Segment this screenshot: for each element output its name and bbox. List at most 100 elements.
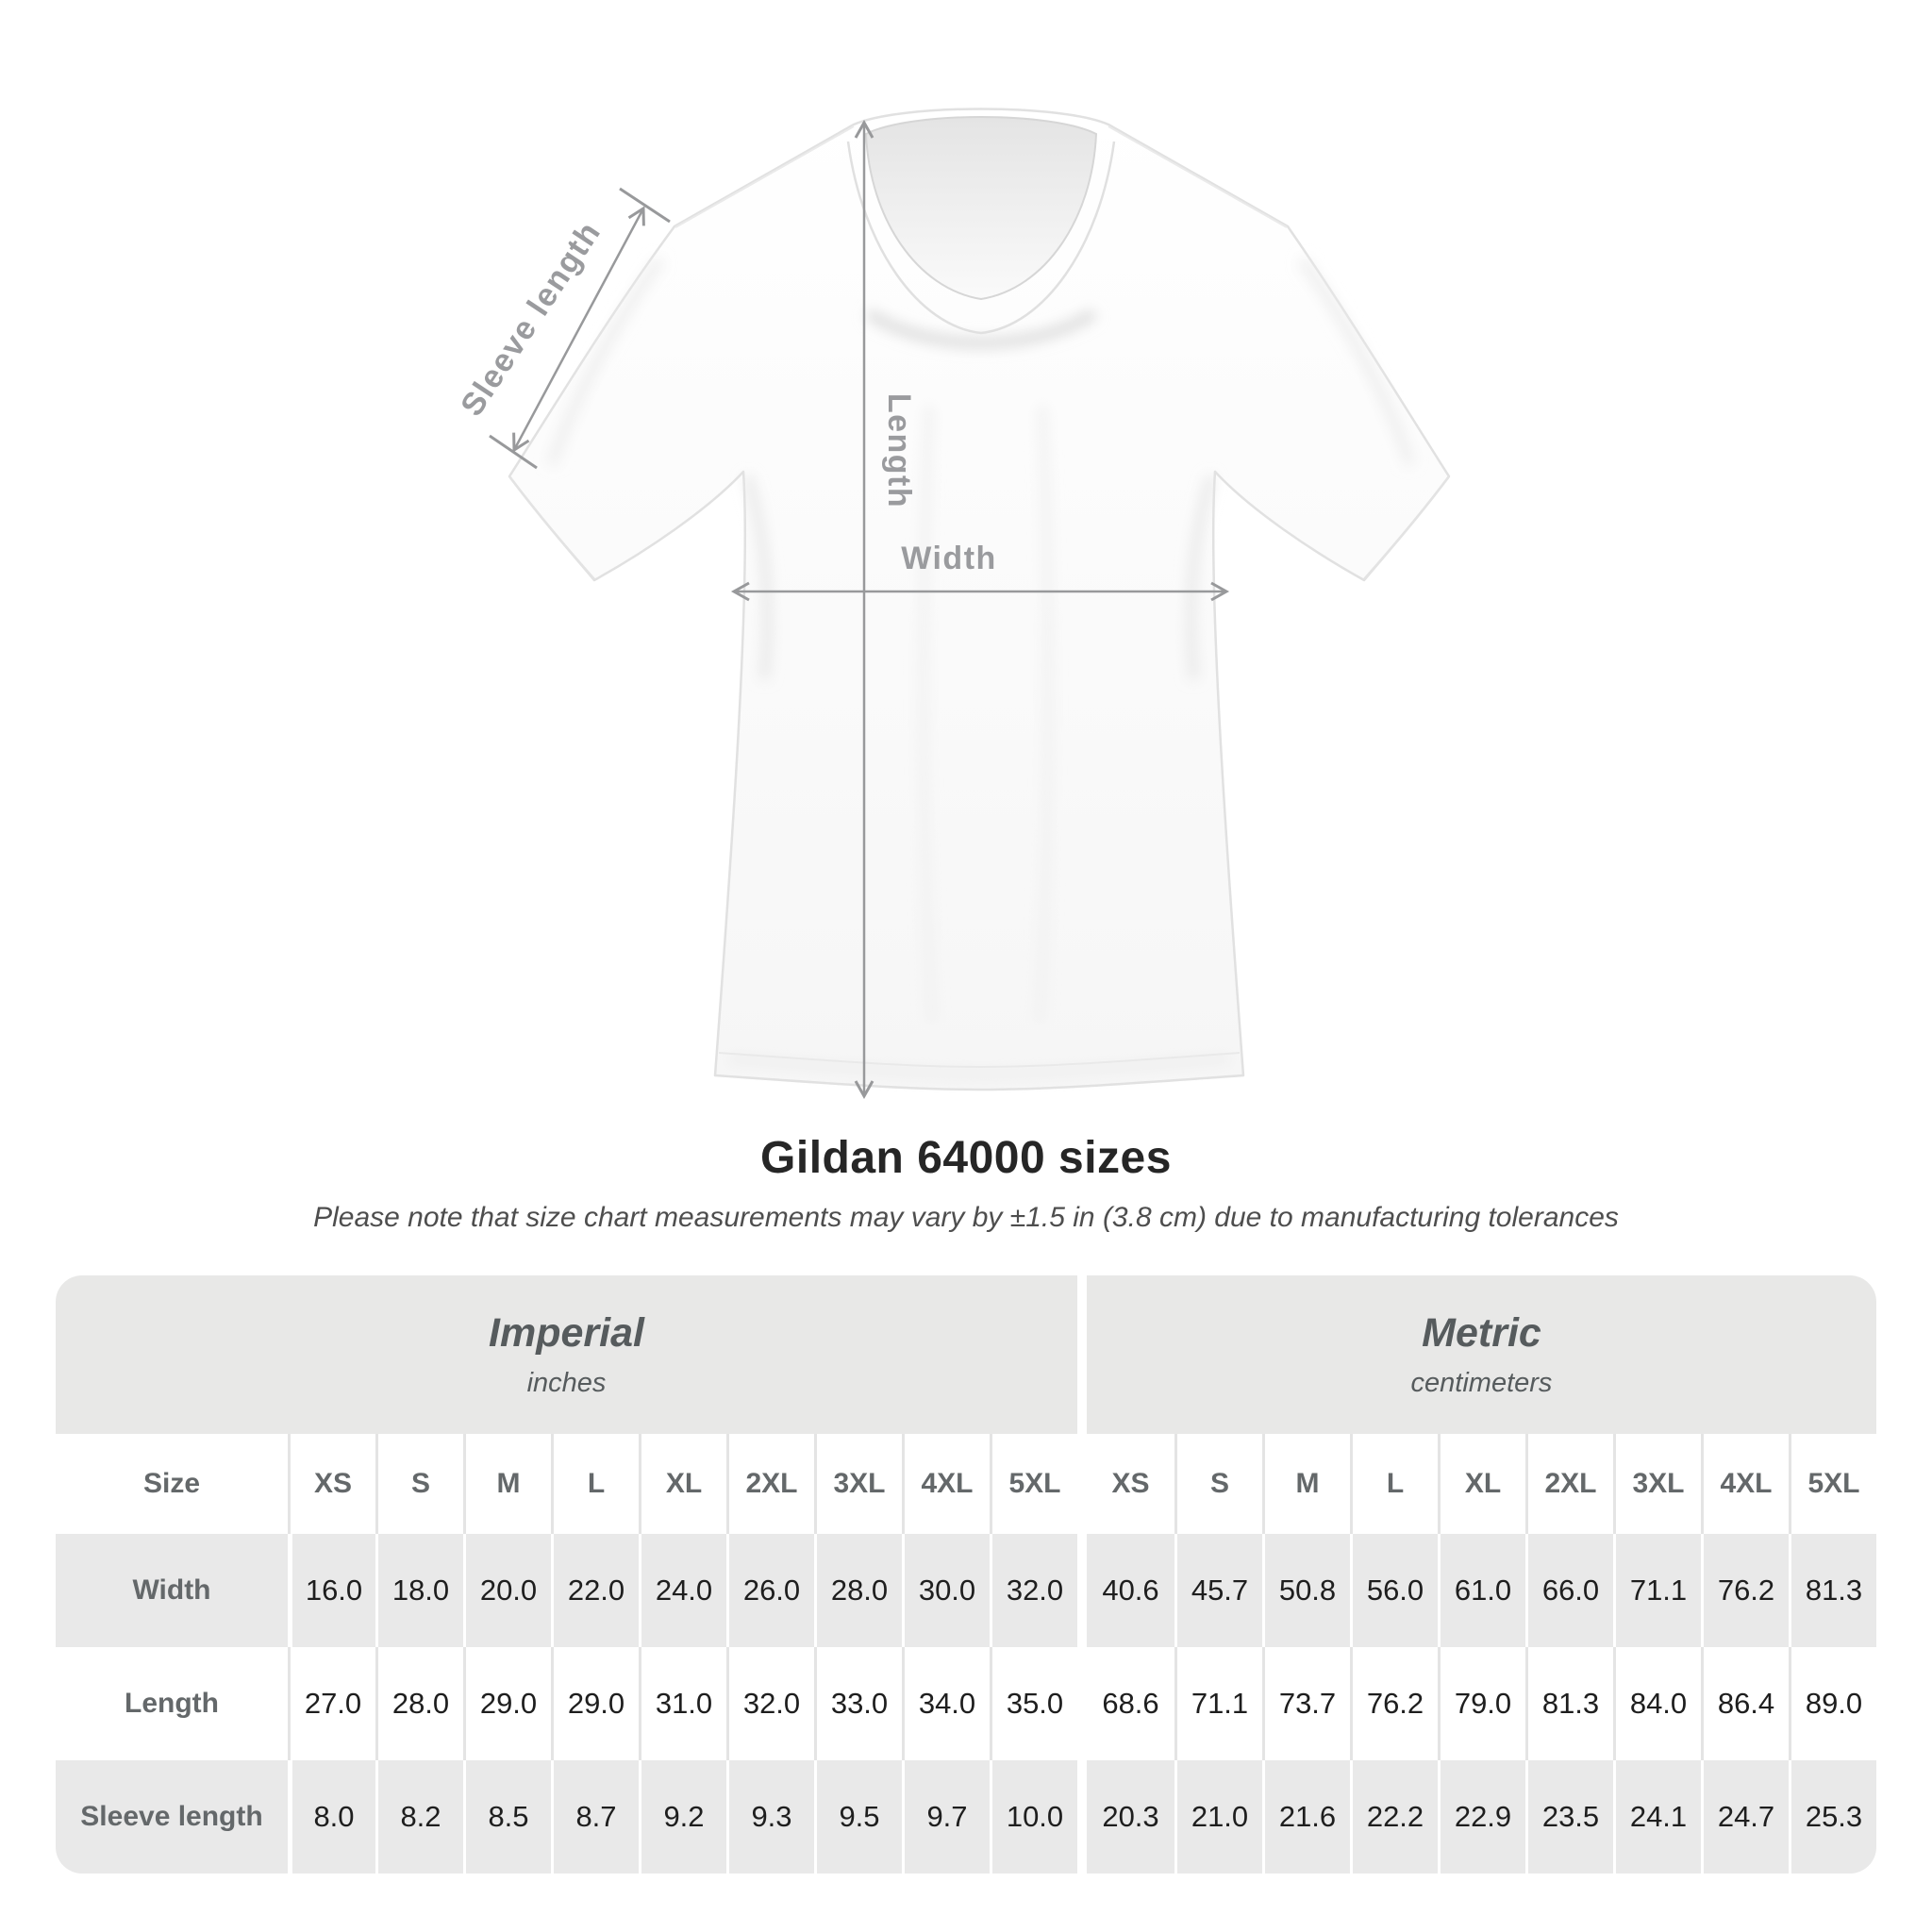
size-header-imperial-xl: XL xyxy=(639,1434,726,1534)
size-header-imperial-3xl: 3XL xyxy=(814,1434,902,1534)
size-header-metric-5xl: 5XL xyxy=(1789,1434,1876,1534)
cell-width-imperial-5xl: 32.0 xyxy=(990,1534,1077,1647)
tshirt-graphic xyxy=(508,108,1451,1091)
tshirt-collar-opening xyxy=(864,116,1098,301)
cell-length-metric-4xl: 86.4 xyxy=(1701,1647,1789,1760)
cell-sleeve-length-imperial-5xl: 10.0 xyxy=(990,1760,1077,1874)
cell-length-imperial-3xl: 33.0 xyxy=(814,1647,902,1760)
group-gap xyxy=(1077,1647,1087,1760)
cell-width-metric-2xl: 66.0 xyxy=(1525,1534,1613,1647)
size-header-imperial-2xl: 2XL xyxy=(726,1434,814,1534)
cell-length-metric-xl: 79.0 xyxy=(1438,1647,1525,1760)
size-header-metric-m: M xyxy=(1262,1434,1350,1534)
cell-width-imperial-xs: 16.0 xyxy=(288,1534,375,1647)
cell-width-imperial-3xl: 28.0 xyxy=(814,1534,902,1647)
group-gap xyxy=(1077,1534,1087,1647)
cell-length-metric-s: 71.1 xyxy=(1174,1647,1262,1760)
cell-length-imperial-4xl: 34.0 xyxy=(902,1647,990,1760)
cell-sleeve-length-imperial-2xl: 9.3 xyxy=(726,1760,814,1874)
cell-length-imperial-s: 28.0 xyxy=(375,1647,463,1760)
row-label-sleeve-length: Sleeve length xyxy=(56,1760,288,1874)
cell-length-metric-m: 73.7 xyxy=(1262,1647,1350,1760)
cell-width-imperial-s: 18.0 xyxy=(375,1534,463,1647)
cell-length-imperial-m: 29.0 xyxy=(463,1647,551,1760)
width-label: Width xyxy=(901,541,997,576)
cell-sleeve-length-metric-m: 21.6 xyxy=(1262,1760,1350,1874)
group-title-metric: Metric xyxy=(1422,1310,1541,1356)
cell-width-imperial-m: 20.0 xyxy=(463,1534,551,1647)
cell-width-metric-m: 50.8 xyxy=(1262,1534,1350,1647)
size-header-metric-l: L xyxy=(1350,1434,1438,1534)
group-unit-metric: centimeters xyxy=(1410,1368,1553,1398)
size-header-imperial-s: S xyxy=(375,1434,463,1534)
cell-length-metric-3xl: 84.0 xyxy=(1613,1647,1701,1760)
cell-length-metric-l: 76.2 xyxy=(1350,1647,1438,1760)
cell-width-metric-3xl: 71.1 xyxy=(1613,1534,1701,1647)
length-label: Length xyxy=(881,393,917,508)
tshirt-svg: Sleeve length Length Width xyxy=(454,108,1451,1100)
cell-width-imperial-l: 22.0 xyxy=(551,1534,639,1647)
cell-sleeve-length-metric-l: 22.2 xyxy=(1350,1760,1438,1874)
cell-width-metric-xs: 40.6 xyxy=(1087,1534,1174,1647)
group-header-imperial: Imperial inches xyxy=(56,1275,1077,1434)
size-corner-header: Size xyxy=(56,1434,288,1534)
size-header-metric-3xl: 3XL xyxy=(1613,1434,1701,1534)
size-header-metric-xl: XL xyxy=(1438,1434,1525,1534)
size-header-metric-4xl: 4XL xyxy=(1701,1434,1789,1534)
sleeve-dimension-line xyxy=(512,206,645,453)
cell-sleeve-length-imperial-m: 8.5 xyxy=(463,1760,551,1874)
cell-length-metric-2xl: 81.3 xyxy=(1525,1647,1613,1760)
cell-length-imperial-2xl: 32.0 xyxy=(726,1647,814,1760)
cell-sleeve-length-metric-xs: 20.3 xyxy=(1087,1760,1174,1874)
cell-width-imperial-xl: 24.0 xyxy=(639,1534,726,1647)
size-header-imperial-5xl: 5XL xyxy=(990,1434,1077,1534)
group-gap xyxy=(1077,1275,1087,1434)
cell-sleeve-length-metric-3xl: 24.1 xyxy=(1613,1760,1701,1874)
cell-sleeve-length-imperial-s: 8.2 xyxy=(375,1760,463,1874)
cell-width-imperial-4xl: 30.0 xyxy=(902,1534,990,1647)
row-label-width: Width xyxy=(56,1534,288,1647)
cell-sleeve-length-imperial-xl: 9.2 xyxy=(639,1760,726,1874)
group-gap xyxy=(1077,1760,1087,1874)
cell-length-imperial-l: 29.0 xyxy=(551,1647,639,1760)
size-table: Imperial inches Metric centimeters Size XS S M L… xyxy=(56,1275,1876,1874)
cell-sleeve-length-metric-5xl: 25.3 xyxy=(1789,1760,1876,1874)
tshirt-figure: Sleeve length Length Width xyxy=(454,108,1451,1100)
cell-sleeve-length-imperial-l: 8.7 xyxy=(551,1760,639,1874)
cell-width-metric-4xl: 76.2 xyxy=(1701,1534,1789,1647)
size-header-metric-s: S xyxy=(1174,1434,1262,1534)
group-gap xyxy=(1077,1434,1087,1534)
group-unit-imperial: inches xyxy=(526,1368,607,1398)
size-header-imperial-m: M xyxy=(463,1434,551,1534)
cell-width-metric-5xl: 81.3 xyxy=(1789,1534,1876,1647)
cell-length-metric-xs: 68.6 xyxy=(1087,1647,1174,1760)
sleeve-dimension-tick-bottom xyxy=(489,434,538,470)
page-subtitle: Please note that size chart measurements… xyxy=(313,1202,1619,1233)
size-header-metric-2xl: 2XL xyxy=(1525,1434,1613,1534)
group-header-metric: Metric centimeters xyxy=(1087,1275,1876,1434)
cell-length-imperial-xl: 31.0 xyxy=(639,1647,726,1760)
cell-sleeve-length-metric-xl: 22.9 xyxy=(1438,1760,1525,1874)
size-header-imperial-4xl: 4XL xyxy=(902,1434,990,1534)
tshirt-seams xyxy=(508,125,1450,1068)
dimension-lines xyxy=(489,119,1230,1100)
cell-length-imperial-5xl: 35.0 xyxy=(990,1647,1077,1760)
sleeve-dimension-tick-top xyxy=(619,187,671,224)
cell-length-metric-5xl: 89.0 xyxy=(1789,1647,1876,1760)
row-label-length: Length xyxy=(56,1647,288,1760)
size-header-metric-xs: XS xyxy=(1087,1434,1174,1534)
cell-width-metric-l: 56.0 xyxy=(1350,1534,1438,1647)
group-title-imperial: Imperial xyxy=(489,1310,644,1356)
cell-sleeve-length-imperial-4xl: 9.7 xyxy=(902,1760,990,1874)
cell-width-metric-xl: 61.0 xyxy=(1438,1534,1525,1647)
cell-length-imperial-xs: 27.0 xyxy=(288,1647,375,1760)
cell-sleeve-length-imperial-3xl: 9.5 xyxy=(814,1760,902,1874)
cell-sleeve-length-metric-2xl: 23.5 xyxy=(1525,1760,1613,1874)
cell-sleeve-length-imperial-xs: 8.0 xyxy=(288,1760,375,1874)
cell-sleeve-length-metric-4xl: 24.7 xyxy=(1701,1760,1789,1874)
cell-sleeve-length-metric-s: 21.0 xyxy=(1174,1760,1262,1874)
size-header-imperial-l: L xyxy=(551,1434,639,1534)
cell-width-metric-s: 45.7 xyxy=(1174,1534,1262,1647)
cell-width-imperial-2xl: 26.0 xyxy=(726,1534,814,1647)
